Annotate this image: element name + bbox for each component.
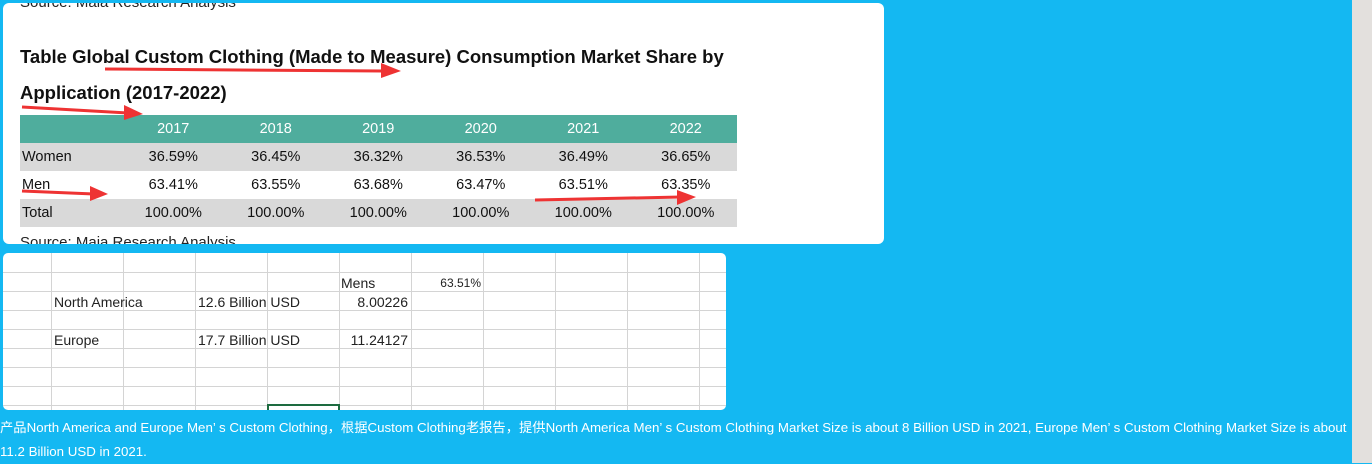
row-label: Women <box>20 143 122 171</box>
table-row-women: Women 36.59% 36.45% 36.32% 36.53% 36.49%… <box>20 143 737 171</box>
cell-mens-label[interactable]: Mens <box>341 275 376 291</box>
header-cell: 2018 <box>224 115 327 143</box>
table-cell: 63.68% <box>327 171 430 199</box>
grid-row-line <box>3 272 726 273</box>
table-cell: 63.55% <box>224 171 327 199</box>
grid-column-line <box>195 253 196 410</box>
table-cell: 36.53% <box>429 143 532 171</box>
grid-row-line <box>3 367 726 368</box>
header-cell: 2022 <box>634 115 737 143</box>
grid-row-line <box>3 329 726 330</box>
table-title-line-2: Application (2017-2022) <box>20 82 227 103</box>
selected-cell[interactable] <box>267 404 340 410</box>
grid-column-line <box>267 253 268 410</box>
grid-column-line <box>627 253 628 410</box>
header-cell: 2021 <box>532 115 635 143</box>
table-title-line-1: Table Global Custom Clothing (Made to Me… <box>20 46 724 67</box>
table-cell: 36.32% <box>327 143 430 171</box>
grid-row-line <box>3 291 726 292</box>
row-label: Total <box>20 199 122 227</box>
source-note-bottom: Source: Maia Research Analysis <box>20 234 236 244</box>
table-cell: 100.00% <box>429 199 532 227</box>
cell-region[interactable]: Europe <box>54 332 100 348</box>
grid-column-line <box>699 253 700 410</box>
grid-column-line <box>339 253 340 410</box>
table-cell: 100.00% <box>224 199 327 227</box>
table-cell: 36.59% <box>122 143 225 171</box>
table-header-row: 2017 2018 2019 2020 2021 2022 <box>20 115 737 143</box>
cell-value[interactable]: 11.24127 <box>350 332 408 348</box>
grid-row-line <box>3 405 726 406</box>
cell-market-size[interactable]: 12.6 Billion USD <box>198 294 300 310</box>
grid-column-line <box>411 253 412 410</box>
table-cell: 36.45% <box>224 143 327 171</box>
cell-market-size[interactable]: 17.7 Billion USD <box>198 332 300 348</box>
table-cell: 63.41% <box>122 171 225 199</box>
caption-text: 产品North America and Europe Men’ s Custom… <box>0 420 1347 459</box>
table-cell: 100.00% <box>532 199 635 227</box>
market-share-table: 2017 2018 2019 2020 2021 2022 Women 36.5… <box>20 115 737 227</box>
table-cell: 100.00% <box>122 199 225 227</box>
table-row-total: Total 100.00% 100.00% 100.00% 100.00% 10… <box>20 199 737 227</box>
window-edge-strip <box>1352 0 1372 463</box>
spreadsheet-grid[interactable]: Mens 63.51% North America 12.6 Billion U… <box>3 253 726 410</box>
table-cell: 63.47% <box>429 171 532 199</box>
cell-mens-share[interactable]: 63.51% <box>440 276 481 290</box>
annotation-arrow-icon <box>21 186 108 201</box>
header-cell: 2020 <box>429 115 532 143</box>
report-screenshot-card: Source: Maia Research Analysis Table Glo… <box>3 3 884 244</box>
header-cell: 2017 <box>122 115 225 143</box>
annotation-arrow-icon <box>534 190 696 205</box>
cell-region[interactable]: North America <box>54 294 143 310</box>
grid-row-line <box>3 386 726 387</box>
grid-row-line <box>3 348 726 349</box>
grid-column-line <box>483 253 484 410</box>
grid-column-line <box>555 253 556 410</box>
table-cell: 36.49% <box>532 143 635 171</box>
cell-value[interactable]: 8.00226 <box>357 294 408 310</box>
grid-row-line <box>3 310 726 311</box>
grid-column-line <box>123 253 124 410</box>
table-cell: 63.51% <box>532 171 635 199</box>
table-cell: 36.65% <box>634 143 737 171</box>
header-cell: 2019 <box>327 115 430 143</box>
table-cell: 100.00% <box>327 199 430 227</box>
annotation-arrow-icon <box>21 105 143 120</box>
grid-column-line <box>51 253 52 410</box>
table-cell: 100.00% <box>634 199 737 227</box>
annotation-arrow-icon <box>104 63 401 78</box>
header-cell <box>20 115 122 143</box>
source-note-top: Source: Maia Research Analysis <box>20 3 236 11</box>
